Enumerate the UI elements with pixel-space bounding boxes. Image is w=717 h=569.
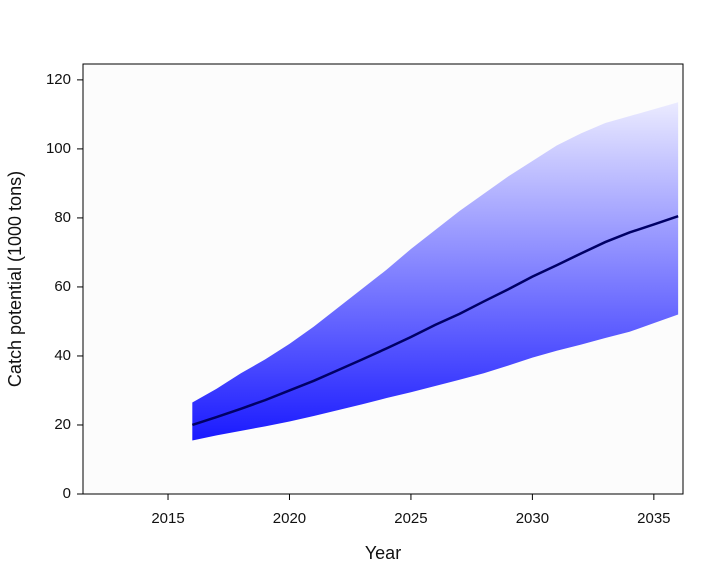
x-tick-label: 2020 [273, 510, 306, 527]
x-tick-label: 2030 [516, 510, 549, 527]
y-tick-label: 120 [46, 71, 71, 88]
y-tick-label: 40 [54, 347, 71, 364]
uncertainty-band [192, 102, 679, 441]
x-tick-label: 2035 [637, 510, 670, 527]
x-axis-label: Year [365, 543, 401, 563]
y-tick-label: 100 [46, 140, 71, 157]
x-tick-label: 2015 [151, 510, 184, 527]
median-line [191, 215, 679, 427]
axes-frame [82, 63, 684, 495]
y-tick-label: 60 [54, 278, 71, 295]
x-tick-label: 2025 [394, 510, 427, 527]
y-tick-label: 0 [63, 485, 71, 502]
y-axis-label: Catch potential (1000 tons) [5, 171, 25, 387]
y-tick-label: 20 [54, 416, 71, 433]
y-tick-label: 80 [54, 209, 71, 226]
